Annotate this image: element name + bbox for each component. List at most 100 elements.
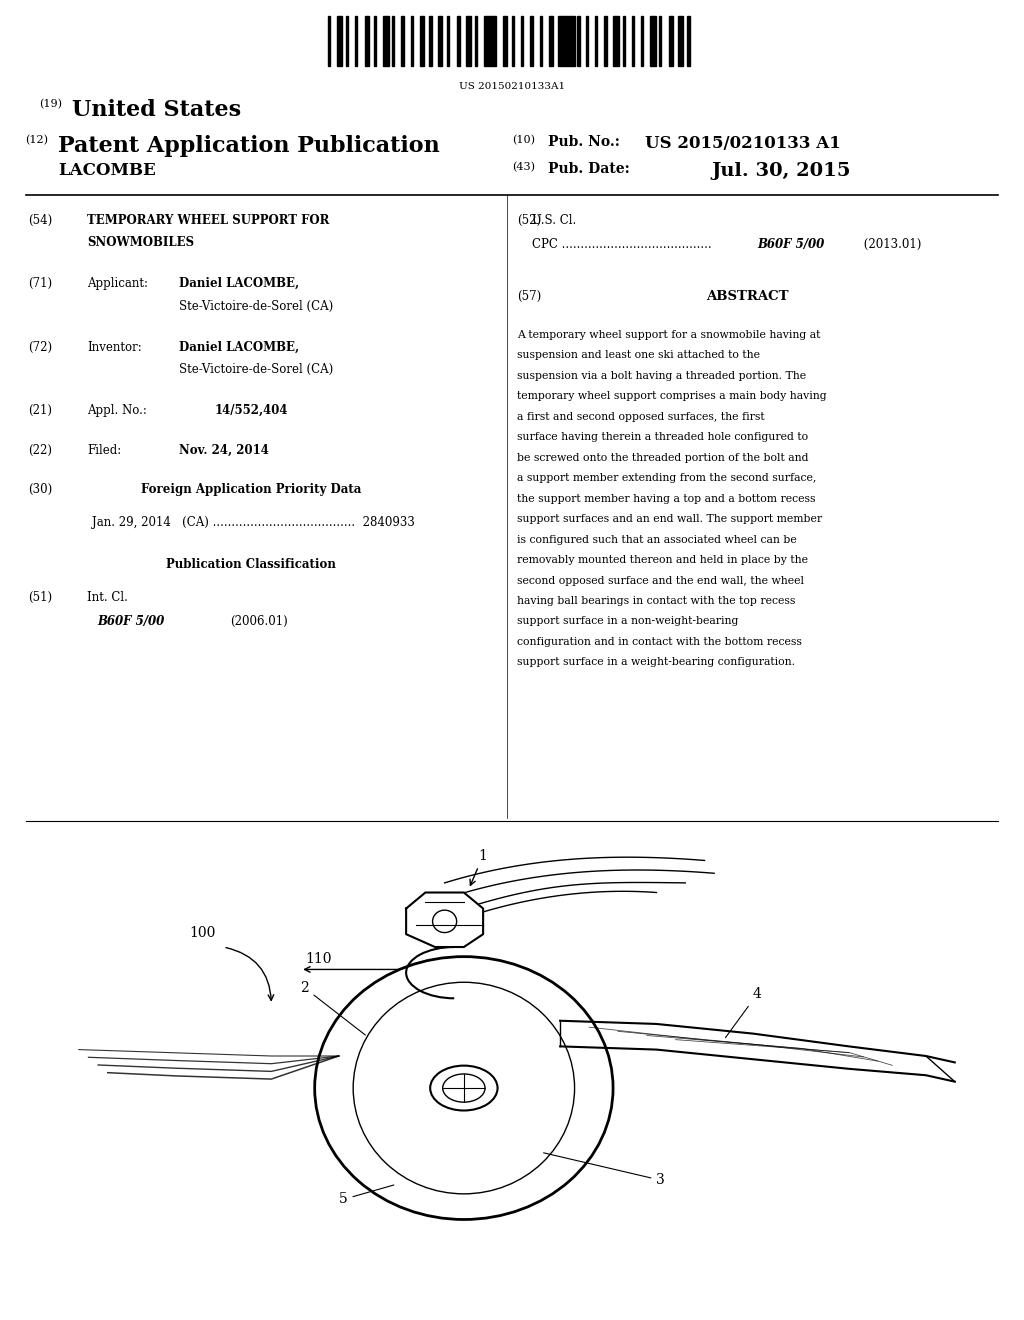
- Bar: [558, 16, 567, 66]
- Bar: [577, 16, 581, 66]
- Text: TEMPORARY WHEEL SUPPORT FOR: TEMPORARY WHEEL SUPPORT FOR: [87, 214, 330, 227]
- Bar: [678, 16, 683, 66]
- Bar: [494, 16, 497, 66]
- Text: (2006.01): (2006.01): [230, 615, 288, 628]
- Bar: [383, 16, 388, 66]
- Bar: [337, 16, 342, 66]
- Bar: [669, 16, 673, 66]
- Text: Ste-Victoire-de-Sorel (CA): Ste-Victoire-de-Sorel (CA): [179, 300, 334, 313]
- Text: US 2015/0210133 A1: US 2015/0210133 A1: [645, 135, 841, 152]
- Text: removably mounted thereon and held in place by the: removably mounted thereon and held in pl…: [517, 554, 808, 565]
- Text: ABSTRACT: ABSTRACT: [707, 290, 788, 304]
- Text: configuration and in contact with the bottom recess: configuration and in contact with the bo…: [517, 636, 802, 647]
- Text: having ball bearings in contact with the top recess: having ball bearings in contact with the…: [517, 597, 796, 606]
- Text: (71): (71): [28, 277, 52, 290]
- Text: (22): (22): [28, 444, 51, 457]
- Bar: [328, 16, 331, 66]
- Text: Filed:: Filed:: [87, 444, 121, 457]
- Text: 3: 3: [544, 1152, 666, 1187]
- Bar: [521, 16, 523, 66]
- Text: Nov. 24, 2014: Nov. 24, 2014: [179, 444, 269, 457]
- Text: support surface in a non-weight-bearing: support surface in a non-weight-bearing: [517, 616, 738, 627]
- Bar: [447, 16, 450, 66]
- Text: 14/552,404: 14/552,404: [215, 404, 289, 417]
- Bar: [632, 16, 634, 66]
- Bar: [466, 16, 471, 66]
- Text: (19): (19): [39, 99, 61, 110]
- Bar: [484, 16, 494, 66]
- Bar: [429, 16, 432, 66]
- Text: the support member having a top and a bottom recess: the support member having a top and a bo…: [517, 494, 816, 504]
- Text: 110: 110: [305, 952, 332, 966]
- Text: SNOWMOBILES: SNOWMOBILES: [87, 236, 195, 249]
- Text: Foreign Application Priority Data: Foreign Application Priority Data: [140, 483, 361, 496]
- Text: Pub. Date:: Pub. Date:: [548, 162, 630, 177]
- Bar: [401, 16, 404, 66]
- Text: 100: 100: [189, 927, 216, 940]
- Text: B60F 5/00: B60F 5/00: [97, 615, 165, 628]
- Text: U.S. Cl.: U.S. Cl.: [532, 214, 577, 227]
- Text: (12): (12): [26, 135, 48, 145]
- Bar: [595, 16, 597, 66]
- Text: Daniel LACOMBE,: Daniel LACOMBE,: [179, 341, 299, 354]
- Text: Applicant:: Applicant:: [87, 277, 148, 290]
- Bar: [567, 16, 574, 66]
- Text: (57): (57): [517, 290, 542, 304]
- Text: suspension via a bolt having a threaded portion. The: suspension via a bolt having a threaded …: [517, 371, 806, 381]
- Text: 5: 5: [339, 1185, 394, 1206]
- Text: A temporary wheel support for a snowmobile having at: A temporary wheel support for a snowmobi…: [517, 330, 820, 341]
- Text: 1: 1: [470, 850, 487, 886]
- Text: (21): (21): [28, 404, 51, 417]
- Text: be screwed onto the threaded portion of the bolt and: be screwed onto the threaded portion of …: [517, 453, 809, 463]
- Text: (54): (54): [28, 214, 52, 227]
- Text: is configured such that an associated wheel can be: is configured such that an associated wh…: [517, 535, 797, 545]
- Text: (51): (51): [28, 591, 52, 605]
- Text: (2013.01): (2013.01): [860, 238, 922, 251]
- Text: Pub. No.:: Pub. No.:: [548, 135, 620, 149]
- Bar: [475, 16, 477, 66]
- Bar: [623, 16, 626, 66]
- Text: 4: 4: [725, 987, 762, 1038]
- Bar: [374, 16, 376, 66]
- Bar: [604, 16, 607, 66]
- Text: second opposed surface and the end wall, the wheel: second opposed surface and the end wall,…: [517, 576, 804, 586]
- Text: Daniel LACOMBE,: Daniel LACOMBE,: [179, 277, 299, 290]
- Text: Publication Classification: Publication Classification: [166, 558, 336, 572]
- Bar: [586, 16, 588, 66]
- Bar: [503, 16, 508, 66]
- Bar: [530, 16, 534, 66]
- Polygon shape: [407, 892, 483, 946]
- Text: US 20150210133A1: US 20150210133A1: [459, 82, 565, 91]
- Text: Inventor:: Inventor:: [87, 341, 141, 354]
- Bar: [457, 16, 461, 66]
- Bar: [687, 16, 690, 66]
- Text: CPC ........................................: CPC ....................................…: [532, 238, 720, 251]
- Text: Jul. 30, 2015: Jul. 30, 2015: [712, 162, 851, 181]
- Bar: [641, 16, 643, 66]
- Text: surface having therein a threaded hole configured to: surface having therein a threaded hole c…: [517, 433, 808, 442]
- Text: (52): (52): [517, 214, 542, 227]
- Bar: [613, 16, 618, 66]
- Text: United States: United States: [72, 99, 241, 121]
- Text: support surfaces and an end wall. The support member: support surfaces and an end wall. The su…: [517, 513, 822, 524]
- Bar: [346, 16, 348, 66]
- Text: temporary wheel support comprises a main body having: temporary wheel support comprises a main…: [517, 391, 826, 401]
- Text: Patent Application Publication: Patent Application Publication: [58, 135, 440, 157]
- Text: support surface in a weight-bearing configuration.: support surface in a weight-bearing conf…: [517, 657, 795, 668]
- Bar: [411, 16, 414, 66]
- Text: (30): (30): [28, 483, 52, 496]
- Bar: [650, 16, 655, 66]
- Bar: [438, 16, 442, 66]
- Text: Jan. 29, 2014   (CA) ......................................  2840933: Jan. 29, 2014 (CA) .....................…: [92, 516, 415, 529]
- Bar: [512, 16, 514, 66]
- Text: B60F 5/00: B60F 5/00: [758, 238, 825, 251]
- Bar: [420, 16, 425, 66]
- Text: a first and second opposed surfaces, the first: a first and second opposed surfaces, the…: [517, 412, 765, 422]
- Text: Ste-Victoire-de-Sorel (CA): Ste-Victoire-de-Sorel (CA): [179, 363, 334, 376]
- Text: LACOMBE: LACOMBE: [58, 162, 156, 180]
- Bar: [365, 16, 370, 66]
- Bar: [540, 16, 543, 66]
- Bar: [659, 16, 662, 66]
- Bar: [355, 16, 357, 66]
- Text: 2: 2: [300, 981, 366, 1035]
